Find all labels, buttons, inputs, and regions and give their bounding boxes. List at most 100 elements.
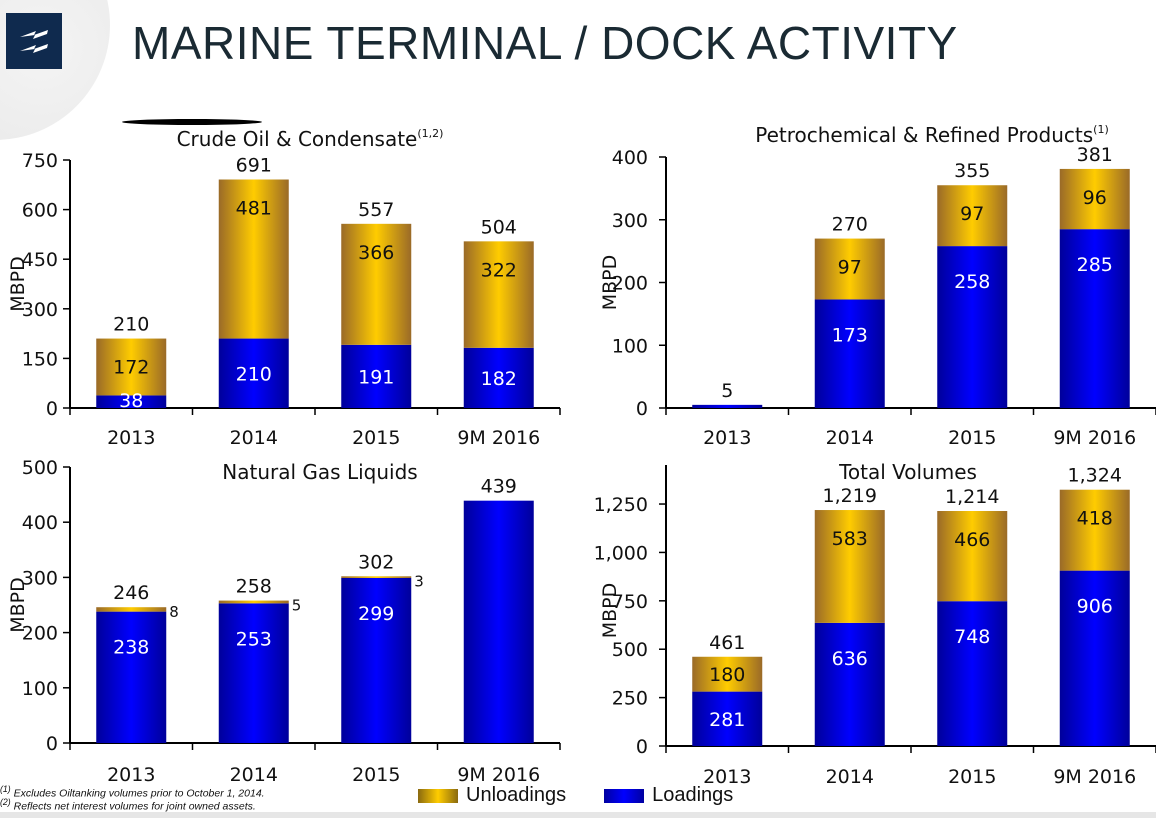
legend-swatch-unloadings xyxy=(418,788,458,803)
bar-loadings xyxy=(1059,229,1130,408)
data-label-total: 1,214 xyxy=(945,486,999,508)
data-label-loadings: 182 xyxy=(481,368,517,390)
bar-loadings xyxy=(814,299,885,408)
x-tick-label: 9M 2016 xyxy=(457,427,540,449)
bar-unloadings xyxy=(463,241,534,348)
y-tick-label: 300 xyxy=(22,567,58,589)
x-tick-label: 2013 xyxy=(107,427,155,449)
data-label-total: 557 xyxy=(358,199,394,221)
data-label-loadings: 38 xyxy=(119,390,143,412)
y-tick-label: 450 xyxy=(22,249,58,271)
footnote-2: (2) Reflects net interest volumes for jo… xyxy=(0,797,256,813)
data-label-total: 270 xyxy=(832,214,868,236)
legend: Unloadings Loadings xyxy=(418,784,733,807)
bar-loadings xyxy=(96,611,167,743)
y-axis-label: MBPD xyxy=(599,583,621,639)
chart-title: Crude Oil & Condensate(1,2) xyxy=(177,127,444,151)
legend-label-loadings: Loadings xyxy=(652,784,734,806)
bar-unloadings xyxy=(814,238,885,300)
data-label-total: 5 xyxy=(721,380,733,402)
bar-unloadings xyxy=(1059,489,1130,571)
bar-unloadings xyxy=(692,656,763,692)
data-label-total: 439 xyxy=(481,476,517,498)
data-label-unloadings: 96 xyxy=(1083,187,1107,209)
data-label-loadings: 299 xyxy=(358,603,394,625)
data-label-loadings: 281 xyxy=(709,709,745,731)
y-tick-label: 1,000 xyxy=(594,542,648,564)
bar-unloadings xyxy=(341,576,412,578)
bar-loadings xyxy=(218,603,289,743)
data-label-unloadings: 481 xyxy=(236,198,272,220)
decorative-swoosh xyxy=(122,119,262,125)
y-tick-label: 500 xyxy=(22,457,58,479)
data-label-unloadings: 466 xyxy=(954,529,990,551)
chart-title: Natural Gas Liquids xyxy=(222,460,417,484)
y-tick-label: 600 xyxy=(22,200,58,222)
bar-unloadings xyxy=(96,607,167,612)
y-tick-label: 200 xyxy=(612,273,648,295)
data-label-loadings: 285 xyxy=(1077,254,1113,276)
data-label-unloadings: 97 xyxy=(838,257,862,279)
x-tick-label: 2013 xyxy=(703,766,751,788)
footnote-1: (1) Excludes Oiltanking volumes prior to… xyxy=(0,784,265,800)
data-label-unloadings: 172 xyxy=(113,357,149,379)
x-tick-label: 2015 xyxy=(352,427,400,449)
legend-swatch-loadings xyxy=(604,788,645,803)
chart-title-superscript: (1,2) xyxy=(417,127,443,140)
data-label-loadings: 191 xyxy=(358,366,394,388)
data-label-unloadings: 418 xyxy=(1077,508,1113,530)
x-tick-label: 2013 xyxy=(703,427,751,449)
y-tick-label: 250 xyxy=(612,688,648,710)
data-label-total: 210 xyxy=(113,314,149,336)
y-tick-label: 300 xyxy=(22,299,58,321)
bar-loadings xyxy=(218,338,289,408)
data-label-loadings: 906 xyxy=(1077,596,1113,618)
y-axis-label: MBPD xyxy=(599,255,621,311)
x-tick-label: 2014 xyxy=(826,427,874,449)
y-tick-label: 0 xyxy=(46,398,58,420)
y-axis-label: MBPD xyxy=(7,256,29,312)
bar-unloadings xyxy=(937,511,1008,602)
bar-unloadings xyxy=(96,338,167,396)
bar-loadings xyxy=(814,622,885,746)
data-label-loadings: 253 xyxy=(236,628,272,650)
data-label-total: 504 xyxy=(481,216,517,238)
data-label-loadings: 173 xyxy=(832,324,868,346)
y-tick-label: 200 xyxy=(22,623,58,645)
x-tick-label: 2013 xyxy=(107,764,155,786)
bar-loadings xyxy=(463,500,534,743)
x-tick-label: 2015 xyxy=(948,427,996,449)
x-tick-label: 9M 2016 xyxy=(1053,427,1136,449)
page-title: MARINE TERMINAL / DOCK ACTIVITY xyxy=(132,17,958,69)
data-label-total: 302 xyxy=(358,551,394,573)
y-tick-label: 750 xyxy=(22,150,58,172)
data-label-unloadings: 97 xyxy=(960,203,984,225)
y-tick-label: 750 xyxy=(612,591,648,613)
data-label-unloadings: 322 xyxy=(481,259,517,281)
data-label-total: 461 xyxy=(709,632,745,654)
data-label-unloadings: 5 xyxy=(292,597,302,615)
data-label-loadings: 238 xyxy=(113,637,149,659)
crude-oil-chart: Crude Oil & Condensate(1,2) MBPD 0 150 300 45… xyxy=(7,127,561,449)
bar-loadings xyxy=(341,577,412,743)
chart-title-superscript: (1) xyxy=(1093,123,1109,136)
data-label-unloadings: 3 xyxy=(414,572,424,590)
x-tick-label: 2014 xyxy=(826,766,874,788)
ngl-chart: Natural Gas Liquids MBPD 0 100 200 300 400 500 2… xyxy=(7,457,561,786)
x-tick-label: 2014 xyxy=(230,427,278,449)
total-volumes-chart: Total Volumes MBPD 0 250 500 750 1,000 1,250 201… xyxy=(594,460,1156,788)
data-label-loadings: 258 xyxy=(954,271,990,293)
y-tick-label: 0 xyxy=(636,736,648,758)
chart-title: Petrochemical & Refined Products(1) xyxy=(755,123,1109,147)
bar-loadings xyxy=(937,601,1008,746)
x-tick-label: 2015 xyxy=(948,766,996,788)
data-label-total: 691 xyxy=(236,155,272,177)
x-tick-label: 2014 xyxy=(230,764,278,786)
bar-loadings xyxy=(96,395,167,408)
y-tick-label: 300 xyxy=(612,210,648,232)
y-tick-label: 400 xyxy=(612,147,648,169)
y-tick-label: 400 xyxy=(22,512,58,534)
data-label-unloadings: 8 xyxy=(169,603,179,621)
y-tick-label: 150 xyxy=(22,348,58,370)
data-label-total: 1,219 xyxy=(823,485,877,507)
